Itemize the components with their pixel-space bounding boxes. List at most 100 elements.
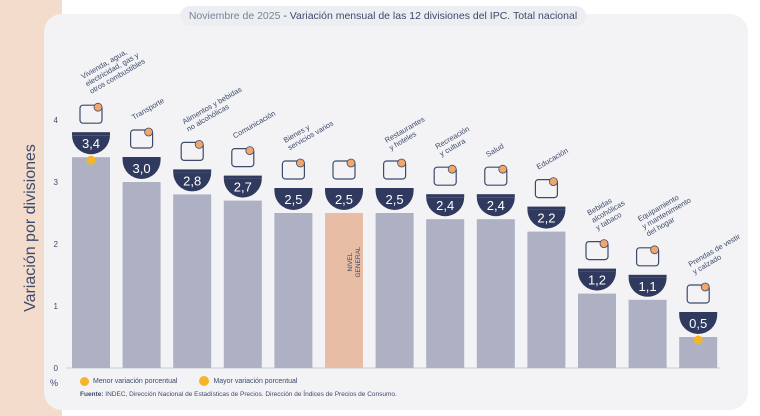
dining-icon bbox=[383, 158, 407, 180]
value-bubble bbox=[122, 160, 161, 179]
x-tick-label: Recreacióny cultura bbox=[434, 124, 476, 158]
icon-shape bbox=[433, 166, 457, 186]
icon-shape bbox=[332, 160, 356, 180]
x-tick-label-line: GENERAL bbox=[355, 246, 362, 277]
icon-accent bbox=[599, 239, 609, 249]
x-tick-label: Comunicación bbox=[231, 109, 277, 141]
data-label: 2,4 bbox=[436, 198, 454, 213]
bar bbox=[274, 213, 313, 368]
bar bbox=[173, 194, 212, 368]
data-label: 2,5 bbox=[386, 192, 404, 207]
data-label: 0,5 bbox=[689, 316, 707, 331]
icon-accent bbox=[397, 158, 407, 168]
icon-shape bbox=[383, 160, 407, 180]
x-tick-label: Bebidasalcohólicasy tabaco bbox=[586, 191, 631, 232]
icon-accent bbox=[144, 127, 154, 137]
x-tick-label-line: Salud bbox=[484, 142, 505, 159]
general-basket-icon bbox=[332, 158, 356, 180]
icon-accent bbox=[295, 158, 305, 168]
x-tick-label-line: NIVEL bbox=[347, 252, 354, 271]
y-tick-label: 0 bbox=[54, 364, 59, 373]
data-label: 3,0 bbox=[133, 161, 151, 176]
legend-min-label: Menor variación porcentual bbox=[93, 377, 178, 385]
source-note: Fuente: INDEC, Dirección Nacional de Est… bbox=[80, 391, 397, 398]
education-icon bbox=[534, 177, 559, 199]
value-bubble bbox=[274, 191, 313, 210]
icon-shape bbox=[686, 284, 710, 304]
value-bubble-rim bbox=[426, 194, 465, 198]
value-bubble bbox=[426, 197, 465, 217]
icon-shape bbox=[585, 241, 609, 261]
value-bubble-rim bbox=[223, 175, 262, 179]
icon-shape bbox=[635, 247, 660, 267]
value-bubble-rim bbox=[578, 268, 616, 272]
x-tick-label-line: Comunicación bbox=[231, 109, 277, 141]
value-bubble bbox=[476, 197, 515, 217]
phone-icon bbox=[231, 146, 255, 168]
data-label: 2,7 bbox=[234, 180, 252, 195]
legend-max-dot bbox=[199, 376, 210, 386]
value-bubble bbox=[375, 191, 414, 210]
data-label: 2,5 bbox=[335, 192, 353, 207]
lightbulb-icon bbox=[79, 102, 103, 124]
value-bubble-rim bbox=[122, 157, 161, 160]
health-icon bbox=[484, 164, 508, 186]
value-bubble-rim bbox=[527, 206, 566, 210]
highlight-dot bbox=[86, 155, 96, 165]
icon-accent bbox=[245, 146, 255, 156]
icon-accent bbox=[93, 102, 103, 112]
value-bubble bbox=[173, 172, 212, 192]
data-label: 2,5 bbox=[284, 192, 302, 207]
y-tick-label: 2 bbox=[54, 240, 59, 249]
bar bbox=[72, 157, 110, 368]
bar bbox=[375, 213, 414, 368]
value-bubble-rim bbox=[72, 132, 110, 136]
bar bbox=[223, 200, 262, 368]
icon-shape bbox=[130, 129, 154, 149]
data-label: 3,4 bbox=[82, 136, 100, 151]
bar bbox=[122, 182, 161, 368]
icon-shape bbox=[281, 160, 305, 180]
x-tick-label: Prendas de vestiry calzado bbox=[687, 232, 747, 277]
legend-min-dot bbox=[80, 376, 89, 386]
y-tick-label: 4 bbox=[54, 116, 59, 125]
value-bubble-rim bbox=[628, 274, 667, 278]
x-tick-label: NIVELGENERAL bbox=[347, 246, 362, 277]
data-label: 1,1 bbox=[639, 279, 657, 294]
icon-shape bbox=[79, 104, 103, 124]
value-bubble bbox=[223, 178, 262, 198]
icon-shape bbox=[484, 166, 508, 186]
value-bubble bbox=[679, 315, 718, 334]
bar bbox=[527, 231, 566, 368]
value-bubble-rim bbox=[679, 312, 718, 315]
y-tick-label: 1 bbox=[54, 302, 59, 311]
chart-title: Noviembre de 2025 - Variación mensual de… bbox=[180, 6, 586, 26]
legend-max-label: Mayor variación porcentual bbox=[213, 377, 298, 385]
bus-icon bbox=[130, 127, 154, 149]
data-label: 2,2 bbox=[537, 211, 555, 226]
clothing-icon bbox=[686, 282, 710, 304]
source-text: INDEC, Dirección Nacional de Estadística… bbox=[105, 391, 397, 398]
icon-shape bbox=[231, 148, 255, 168]
value-bubble bbox=[527, 209, 566, 229]
icon-accent bbox=[549, 177, 558, 187]
x-tick-label: Restaurantesy hoteles bbox=[383, 115, 431, 153]
value-bubble bbox=[72, 135, 110, 155]
legend-min: Menor variación porcentual bbox=[80, 376, 178, 386]
y-tick-label: 3 bbox=[54, 178, 59, 187]
legend-max: Mayor variación porcentual bbox=[199, 376, 297, 386]
x-tick-label-line: Transporte bbox=[130, 96, 166, 122]
icon-accent bbox=[498, 164, 508, 174]
title-separator: - bbox=[280, 10, 290, 22]
icon-accent bbox=[346, 158, 356, 168]
highlight-dot bbox=[693, 335, 703, 345]
value-bubble-rim bbox=[173, 169, 212, 173]
title-text: Variación mensual de las 12 divisiones d… bbox=[289, 10, 578, 22]
groceries-icon bbox=[180, 139, 204, 161]
x-tick-label: Bienes yservicios varios bbox=[282, 111, 335, 152]
icon-accent bbox=[194, 139, 204, 149]
bar bbox=[578, 293, 616, 368]
y-unit-label: % bbox=[50, 378, 58, 388]
icon-shape bbox=[180, 141, 204, 161]
